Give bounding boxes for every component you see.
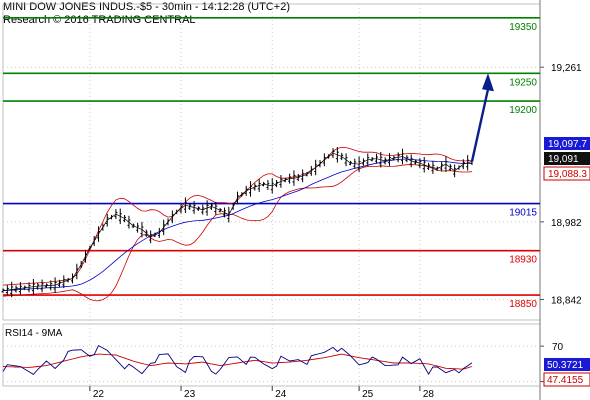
price-badge (544, 152, 590, 165)
price-badge-label: 19,091 (548, 154, 579, 165)
price-badge-label: 19,097.7 (548, 139, 587, 150)
rsi-badge (544, 358, 590, 371)
price-tick-label: 19,261 (551, 63, 582, 74)
rsi-panel-frame (2, 323, 541, 387)
level-label: 19350 (509, 22, 537, 33)
price-badge (543, 166, 590, 181)
rsi-tick-label: 70 (552, 342, 564, 353)
rsi-badge-label: 47.4155 (547, 375, 584, 386)
forecast-arrow-shaft (470, 89, 490, 162)
main-panel-frame (2, 3, 541, 321)
chart-source: Research © 2016 TRADING CENTRAL (3, 14, 196, 26)
level-label: 18850 (509, 299, 537, 310)
price-badge-label: 19,088.3 (548, 169, 587, 180)
level-label: 18930 (509, 255, 537, 266)
price-tick-label: 18,982 (551, 218, 582, 229)
moving-average-line (2, 158, 473, 291)
price-line (2, 152, 473, 291)
forecast-arrow-head (482, 73, 494, 92)
price-tick-label: 18,842 (551, 295, 582, 306)
rsi-ma-line (2, 353, 473, 370)
level-label: 19200 (509, 105, 537, 116)
price-badge (544, 137, 590, 150)
x-tick-label: 24 (275, 389, 287, 400)
level-label: 19250 (509, 77, 537, 88)
rsi-badge (543, 372, 590, 387)
rsi-line (2, 344, 473, 375)
x-tick-label: 23 (184, 389, 196, 400)
rsi-badge-label: 50.3721 (547, 360, 584, 371)
x-tick-label: 25 (362, 389, 374, 400)
level-label: 19015 (509, 208, 537, 219)
bollinger-lower-line (2, 164, 473, 302)
rsi-title: RSI14 - 9MA (5, 328, 63, 339)
x-tick-label: 22 (93, 389, 105, 400)
x-tick-label: 28 (423, 389, 435, 400)
